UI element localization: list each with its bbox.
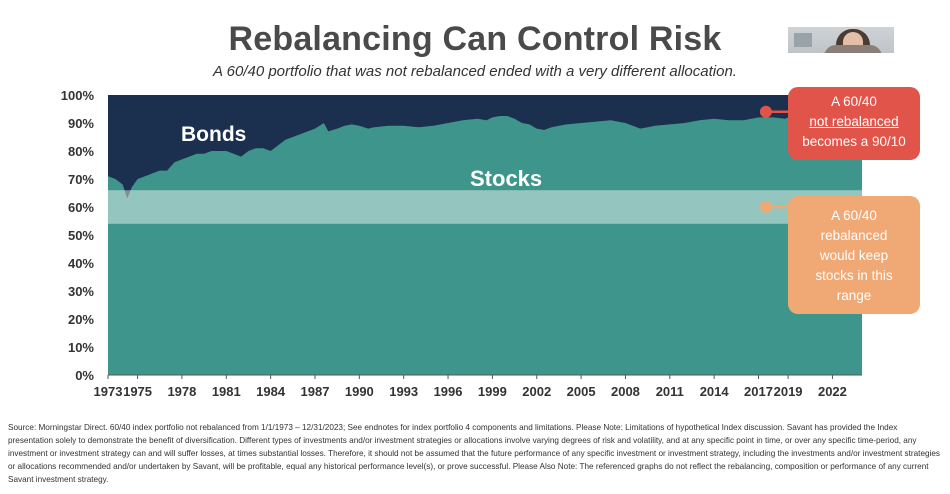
x-tick-label: 1978 xyxy=(167,384,196,399)
y-tick-label: 70% xyxy=(68,172,94,187)
x-tick-label: 2011 xyxy=(656,384,684,399)
y-tick-label: 40% xyxy=(68,256,94,271)
x-tick-label: 1984 xyxy=(256,384,286,399)
source-disclaimer-text: Source: Morningstar Direct. 60/40 index … xyxy=(8,423,941,484)
callout-orange-line-5: range xyxy=(836,288,872,303)
annotation-dot xyxy=(759,105,772,118)
bonds-series-label: Bonds xyxy=(181,123,246,146)
chart-title: Rebalancing Can Control Risk xyxy=(228,20,722,58)
y-tick-label: 60% xyxy=(68,200,94,215)
x-tick-label: 1973 xyxy=(94,384,123,399)
x-tick-label: 1993 xyxy=(389,384,418,399)
x-tick-label: 1999 xyxy=(478,384,507,399)
y-tick-label: 30% xyxy=(68,284,94,299)
callout-orange-line-1: A 60/40 xyxy=(831,208,877,223)
x-tick-label: 1996 xyxy=(434,384,463,399)
annotation-dot xyxy=(759,201,772,213)
x-tick-label: 2014 xyxy=(700,384,730,399)
rebalanced-range-band xyxy=(108,190,862,224)
y-tick-label: 80% xyxy=(68,144,94,159)
x-tick-label: 2008 xyxy=(611,384,640,399)
x-tick-label: 2005 xyxy=(567,384,596,399)
not-rebalanced-callout: A 60/40 not rebalanced becomes a 90/10 xyxy=(788,87,920,160)
x-tick-label: 2002 xyxy=(522,384,551,399)
callout-red-line-3: becomes a 90/10 xyxy=(802,134,906,149)
y-tick-label: 0% xyxy=(75,368,94,383)
stocks-area xyxy=(108,114,862,375)
presenter-video-thumbnail xyxy=(788,27,894,53)
rebalanced-callout: A 60/40 rebalanced would keep stocks in … xyxy=(788,196,920,314)
y-tick-label: 10% xyxy=(68,340,94,355)
x-tick-label: 1975 xyxy=(123,384,152,399)
y-tick-label: 50% xyxy=(68,228,94,243)
x-tick-label: 2019 xyxy=(774,384,803,399)
stocks-series-label: Stocks xyxy=(470,166,542,191)
chart-subtitle: A 60/40 portfolio that was not rebalance… xyxy=(213,63,737,80)
y-tick-label: 100% xyxy=(61,88,95,103)
callout-orange-line-2: rebalanced xyxy=(820,228,888,243)
x-tick-label: 2022 xyxy=(818,384,847,399)
x-tick-label: 1990 xyxy=(345,384,374,399)
x-tick-label: 1981 xyxy=(212,384,241,399)
callout-red-line-2: not rebalanced xyxy=(809,114,899,129)
callout-orange-line-4: stocks in this xyxy=(815,268,893,283)
y-tick-label: 90% xyxy=(68,116,94,131)
callout-orange-line-3: would keep xyxy=(819,248,889,263)
callout-red-line-1: A 60/40 xyxy=(831,94,877,109)
y-tick-label: 20% xyxy=(68,312,94,327)
x-tick-label: 2017 xyxy=(744,384,773,399)
x-tick-label: 1987 xyxy=(301,384,330,399)
